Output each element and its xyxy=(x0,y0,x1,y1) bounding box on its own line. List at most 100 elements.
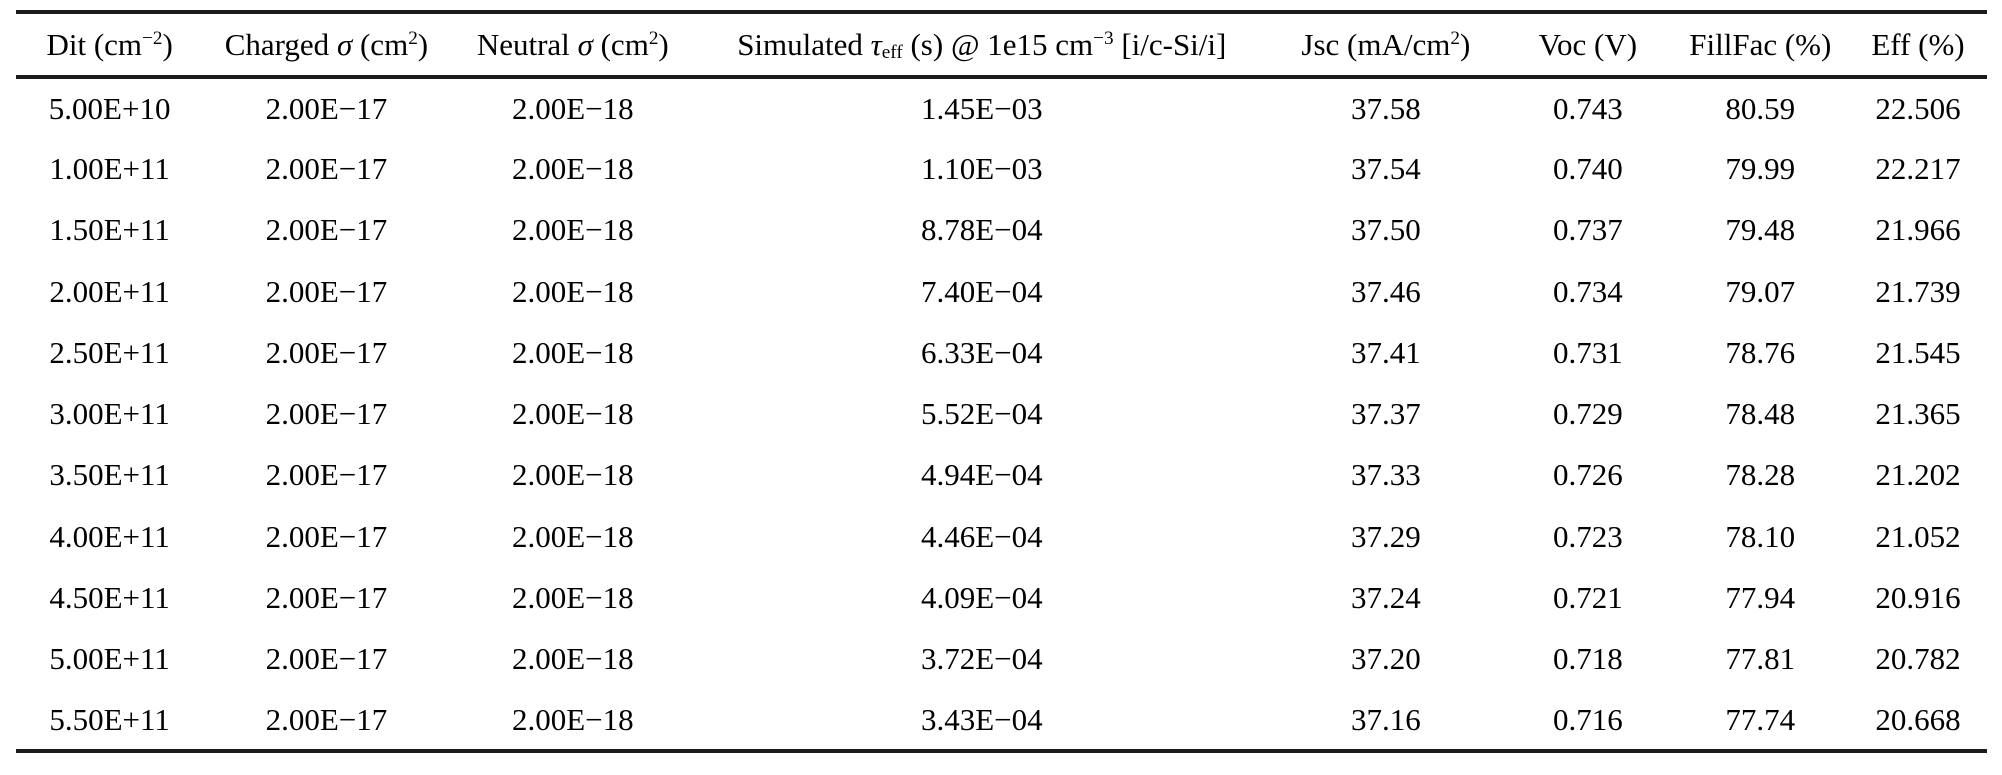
table-row: 5.00E+10 2.00E−17 2.00E−18 1.45E−03 37.58 0.7… xyxy=(16,77,1987,138)
cell-simulated-tau-eff: 3.72E−04 xyxy=(920,641,1043,677)
cell-jsc: 37.24 xyxy=(1350,580,1421,616)
cell-dit: 1.50E+11 xyxy=(49,212,170,248)
cell-charged-sigma: 2.00E−17 xyxy=(265,518,388,554)
cell-charged-sigma: 2.00E−17 xyxy=(265,701,388,737)
cell-fillfac: 78.28 xyxy=(1725,457,1796,493)
cell-simulated-tau-eff: 6.33E−04 xyxy=(920,334,1043,370)
cell-simulated-tau-eff: 4.09E−04 xyxy=(920,580,1043,616)
table-row: 5.00E+11 2.00E−17 2.00E−18 3.72E−04 37.20 0.7… xyxy=(16,629,1987,690)
cell-fillfac: 77.81 xyxy=(1725,641,1796,677)
table-header-row: Dit (cm−2) Charged σ (cm2) Neutral σ (cm2)… xyxy=(16,12,1987,77)
cell-dit: 3.50E+11 xyxy=(49,457,170,493)
cell-charged-sigma: 2.00E−17 xyxy=(265,150,388,186)
cell-voc: 0.743 xyxy=(1552,90,1623,126)
cell-voc: 0.737 xyxy=(1552,212,1623,248)
column-header-charged-sigma: Charged σ (cm2) xyxy=(224,26,429,62)
simulation-results-table: Dit (cm−2) Charged σ (cm2) Neutral σ (cm2)… xyxy=(16,10,1987,754)
cell-fillfac: 79.99 xyxy=(1725,150,1796,186)
table-row: 4.00E+11 2.00E−17 2.00E−18 4.46E−04 37.29 0.7… xyxy=(16,506,1987,567)
column-header-dit: Dit (cm−2) xyxy=(46,26,173,62)
cell-charged-sigma: 2.00E−17 xyxy=(265,641,388,677)
table-row: 5.50E+11 2.00E−17 2.00E−18 3.43E−04 37.16 0.7… xyxy=(16,690,1987,751)
cell-charged-sigma: 2.00E−17 xyxy=(265,396,388,432)
table-row: 2.50E+11 2.00E−17 2.00E−18 6.33E−04 37.41 0.7… xyxy=(16,322,1987,383)
cell-neutral-sigma: 2.00E−18 xyxy=(511,90,634,126)
cell-charged-sigma: 2.00E−17 xyxy=(265,580,388,616)
cell-charged-sigma: 2.00E−17 xyxy=(265,90,388,126)
cell-voc: 0.718 xyxy=(1552,641,1623,677)
cell-neutral-sigma: 2.00E−18 xyxy=(511,701,634,737)
cell-simulated-tau-eff: 5.52E−04 xyxy=(920,396,1043,432)
cell-jsc: 37.46 xyxy=(1350,273,1421,309)
cell-voc: 0.721 xyxy=(1552,580,1623,616)
table-row: 3.50E+11 2.00E−17 2.00E−18 4.94E−04 37.33 0.7… xyxy=(16,445,1987,506)
cell-voc: 0.740 xyxy=(1552,150,1623,186)
cell-eff: 22.217 xyxy=(1875,150,1961,186)
cell-dit: 4.50E+11 xyxy=(49,580,170,616)
cell-dit: 5.00E+10 xyxy=(48,90,171,126)
cell-dit: 2.00E+11 xyxy=(49,273,170,309)
cell-neutral-sigma: 2.00E−18 xyxy=(511,457,634,493)
cell-jsc: 37.16 xyxy=(1350,701,1421,737)
cell-simulated-tau-eff: 1.10E−03 xyxy=(920,150,1043,186)
cell-fillfac: 77.74 xyxy=(1725,701,1796,737)
cell-neutral-sigma: 2.00E−18 xyxy=(511,273,634,309)
cell-neutral-sigma: 2.00E−18 xyxy=(511,518,634,554)
cell-eff: 21.966 xyxy=(1875,212,1961,248)
column-header-simulated-tau-eff: Simulated τeff (s) @ 1e15 cm−3 [i/c-Si/i… xyxy=(737,26,1227,63)
cell-dit: 2.50E+11 xyxy=(49,334,170,370)
cell-simulated-tau-eff: 4.46E−04 xyxy=(920,518,1043,554)
cell-voc: 0.734 xyxy=(1552,273,1623,309)
cell-eff: 21.545 xyxy=(1875,334,1961,370)
cell-dit: 5.50E+11 xyxy=(49,701,170,737)
cell-voc: 0.729 xyxy=(1552,396,1623,432)
column-header-eff: Eff (%) xyxy=(1871,26,1965,62)
cell-neutral-sigma: 2.00E−18 xyxy=(511,212,634,248)
table-row: 1.00E+11 2.00E−17 2.00E−18 1.10E−03 37.54 0.7… xyxy=(16,138,1987,199)
cell-simulated-tau-eff: 8.78E−04 xyxy=(920,212,1043,248)
cell-neutral-sigma: 2.00E−18 xyxy=(511,580,634,616)
cell-voc: 0.723 xyxy=(1552,518,1623,554)
cell-eff: 22.506 xyxy=(1875,90,1961,126)
cell-simulated-tau-eff: 3.43E−04 xyxy=(920,701,1043,737)
cell-simulated-tau-eff: 1.45E−03 xyxy=(920,90,1043,126)
cell-fillfac: 78.48 xyxy=(1725,396,1796,432)
column-header-jsc: Jsc (mA/cm2) xyxy=(1301,26,1471,62)
cell-simulated-tau-eff: 4.94E−04 xyxy=(920,457,1043,493)
table-row: 1.50E+11 2.00E−17 2.00E−18 8.78E−04 37.50 0.7… xyxy=(16,200,1987,261)
cell-dit: 1.00E+11 xyxy=(49,150,170,186)
cell-jsc: 37.41 xyxy=(1350,334,1421,370)
cell-voc: 0.716 xyxy=(1552,701,1623,737)
column-header-fillfac: FillFac (%) xyxy=(1689,26,1832,62)
column-header-neutral-sigma: Neutral σ (cm2) xyxy=(476,26,669,62)
column-header-voc: Voc (V) xyxy=(1538,26,1638,62)
cell-dit: 3.00E+11 xyxy=(49,396,170,432)
cell-charged-sigma: 2.00E−17 xyxy=(265,212,388,248)
cell-neutral-sigma: 2.00E−18 xyxy=(511,334,634,370)
cell-jsc: 37.29 xyxy=(1350,518,1421,554)
cell-eff: 21.202 xyxy=(1875,457,1961,493)
cell-charged-sigma: 2.00E−17 xyxy=(265,334,388,370)
cell-simulated-tau-eff: 7.40E−04 xyxy=(920,273,1043,309)
cell-neutral-sigma: 2.00E−18 xyxy=(511,641,634,677)
table-row: 2.00E+11 2.00E−17 2.00E−18 7.40E−04 37.46 0.7… xyxy=(16,261,1987,322)
table-header: Dit (cm−2) Charged σ (cm2) Neutral σ (cm2)… xyxy=(16,12,1987,77)
cell-neutral-sigma: 2.00E−18 xyxy=(511,150,634,186)
cell-fillfac: 78.10 xyxy=(1725,518,1796,554)
paper-table-container: Dit (cm−2) Charged σ (cm2) Neutral σ (cm2)… xyxy=(16,10,1987,754)
cell-charged-sigma: 2.00E−17 xyxy=(265,457,388,493)
cell-eff: 20.668 xyxy=(1875,701,1961,737)
cell-eff: 21.365 xyxy=(1875,396,1961,432)
cell-jsc: 37.58 xyxy=(1350,90,1421,126)
table-row: 4.50E+11 2.00E−17 2.00E−18 4.09E−04 37.24 0.7… xyxy=(16,567,1987,628)
cell-eff: 21.739 xyxy=(1875,273,1961,309)
cell-eff: 20.916 xyxy=(1875,580,1961,616)
cell-jsc: 37.33 xyxy=(1350,457,1421,493)
cell-fillfac: 79.07 xyxy=(1725,273,1796,309)
cell-charged-sigma: 2.00E−17 xyxy=(265,273,388,309)
cell-dit: 5.00E+11 xyxy=(49,641,170,677)
cell-neutral-sigma: 2.00E−18 xyxy=(511,396,634,432)
cell-voc: 0.731 xyxy=(1552,334,1623,370)
table-row: 3.00E+11 2.00E−17 2.00E−18 5.52E−04 37.37 0.7… xyxy=(16,383,1987,444)
cell-fillfac: 78.76 xyxy=(1725,334,1796,370)
